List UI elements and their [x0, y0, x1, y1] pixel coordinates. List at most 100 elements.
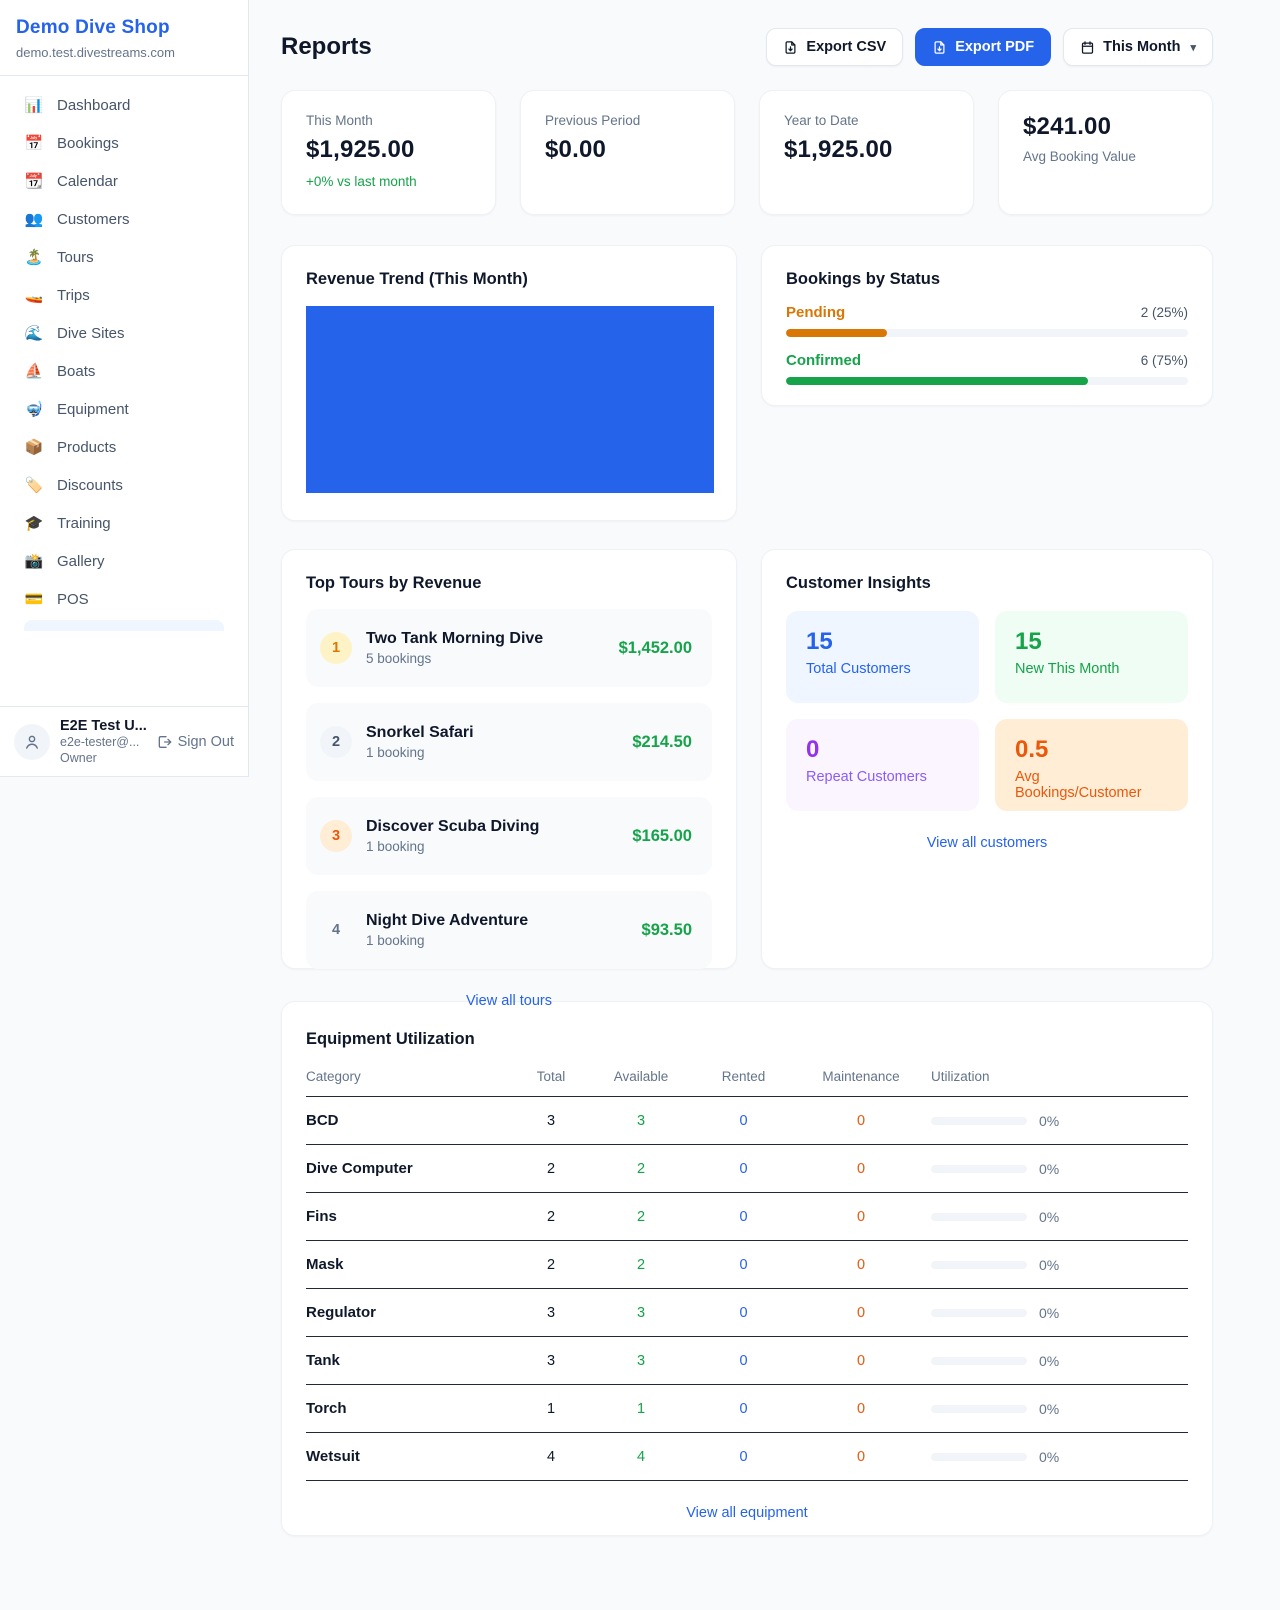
status-count: 2 (25%) — [1140, 305, 1188, 320]
equipment-available: 3 — [636, 1112, 646, 1129]
sidebar-item-boats[interactable]: ⛵ Boats — [12, 352, 236, 390]
sidebar-user-area: E2E Test U... e2e-tester@... Owner Sign … — [0, 706, 248, 776]
utilization-percent: 0% — [1039, 1160, 1060, 1177]
equipment-utilization-cell: 0% — [931, 1209, 1188, 1225]
tour-bookings: 1 booking — [366, 839, 425, 854]
equipment-utilization-cell: 0% — [931, 1113, 1188, 1129]
tour-bookings: 1 booking — [366, 933, 425, 948]
rank-badge: 4 — [331, 922, 341, 938]
equipment-available: 2 — [636, 1256, 646, 1273]
equipment-maintenance: 0 — [856, 1304, 866, 1321]
equipment-rented: 0 — [739, 1256, 748, 1273]
tour-bookings: 5 bookings — [366, 651, 432, 666]
view-all-customers-link[interactable]: View all customers — [926, 835, 1048, 851]
revenue-trend-card: Revenue Trend (This Month) — [281, 245, 737, 521]
equipment-available: 2 — [636, 1208, 646, 1225]
table-row: Mask 2 2 0 0 0% — [306, 1241, 1188, 1289]
bookings-icon: 📅 — [24, 135, 44, 152]
tile-total-customers: 15 Total Customers — [786, 611, 979, 703]
sidebar-item-dashboard[interactable]: 📊 Dashboard — [12, 86, 236, 124]
sidebar-item-discounts[interactable]: 🏷️ Discounts — [12, 466, 236, 504]
file-download-icon — [783, 40, 798, 55]
export-pdf-button[interactable]: Export PDF — [915, 28, 1052, 66]
tour-row: 4 Night Dive Adventure 1 booking $93.50 — [306, 891, 712, 969]
column-header-rented: Rented — [721, 1069, 766, 1084]
equipment-rented: 0 — [739, 1208, 748, 1225]
table-row: Regulator 3 3 0 0 0% — [306, 1289, 1188, 1337]
revenue-trend-chart — [306, 306, 714, 493]
tour-name: Night Dive Adventure — [366, 912, 529, 929]
products-icon: 📦 — [24, 439, 44, 456]
dive-sites-icon: 🌊 — [24, 325, 44, 342]
sidebar-item-gallery[interactable]: 📸 Gallery — [12, 542, 236, 580]
sidebar-item-dive-sites[interactable]: 🌊 Dive Sites — [12, 314, 236, 352]
sidebar-active-item-partial[interactable] — [24, 620, 224, 631]
status-row-pending: Pending 2 (25%) — [786, 304, 1188, 337]
progress-fill-pending — [786, 329, 887, 337]
rank-badge: 2 — [320, 726, 352, 758]
view-all-equipment-link[interactable]: View all equipment — [686, 1505, 808, 1521]
column-header-total: Total — [536, 1069, 566, 1084]
table-row: Dive Computer 2 2 0 0 0% — [306, 1145, 1188, 1193]
sign-out-button[interactable]: Sign Out — [156, 734, 234, 750]
equipment-available: 4 — [636, 1448, 646, 1465]
pos-icon: 💳 — [24, 591, 44, 608]
tours-icon: 🏝️ — [24, 249, 44, 266]
sign-out-icon — [156, 734, 172, 750]
utilization-bar — [931, 1260, 1027, 1269]
sidebar-item-customers[interactable]: 👥 Customers — [12, 200, 236, 238]
equipment-maintenance: 0 — [856, 1112, 866, 1129]
utilization-percent: 0% — [1039, 1400, 1060, 1417]
charts-row: Revenue Trend (This Month) Bookings by S… — [281, 245, 1213, 521]
trips-icon: 🚤 — [24, 287, 44, 304]
equipment-category: Torch — [306, 1400, 347, 1417]
tour-row: 1 Two Tank Morning Dive 5 bookings $1,45… — [306, 609, 712, 687]
table-row: Torch 1 1 0 0 0% — [306, 1385, 1188, 1433]
tile-label: New This Month — [1015, 661, 1120, 677]
user-icon — [23, 733, 41, 751]
equipment-maintenance: 0 — [856, 1256, 866, 1273]
equipment-icon: 🤿 — [24, 401, 44, 418]
equipment-total: 2 — [546, 1208, 556, 1225]
equipment-maintenance: 0 — [856, 1352, 866, 1369]
sidebar-item-bookings[interactable]: 📅 Bookings — [12, 124, 236, 162]
sidebar-item-pos[interactable]: 💳 POS — [12, 580, 236, 618]
utilization-bar — [931, 1452, 1027, 1461]
progress-track — [786, 329, 1188, 337]
utilization-percent: 0% — [1039, 1304, 1060, 1321]
table-row: Fins 2 2 0 0 0% — [306, 1193, 1188, 1241]
equipment-maintenance: 0 — [856, 1160, 866, 1177]
bookings-by-status-card: Bookings by Status Pending 2 (25%) Confi… — [761, 245, 1213, 406]
equipment-available: 1 — [636, 1400, 646, 1417]
sidebar-item-training[interactable]: 🎓 Training — [12, 504, 236, 542]
sidebar-item-label: POS — [57, 590, 89, 608]
sidebar-item-equipment[interactable]: 🤿 Equipment — [12, 390, 236, 428]
training-icon: 🎓 — [24, 515, 44, 532]
utilization-bar — [931, 1164, 1027, 1173]
export-csv-button[interactable]: Export CSV — [766, 28, 904, 66]
equipment-total: 2 — [546, 1160, 556, 1177]
tile-value: 15 — [1015, 628, 1042, 655]
table-row: BCD 3 3 0 0 0% — [306, 1097, 1188, 1145]
view-all-tours-link[interactable]: View all tours — [466, 993, 552, 1009]
sidebar-item-trips[interactable]: 🚤 Trips — [12, 276, 236, 314]
equipment-utilization-cell: 0% — [931, 1305, 1188, 1321]
equipment-category: Tank — [306, 1352, 340, 1369]
file-download-icon — [932, 40, 947, 55]
equipment-maintenance: 0 — [856, 1208, 866, 1225]
period-dropdown[interactable]: This Month ▾ — [1063, 28, 1213, 66]
equipment-available: 2 — [636, 1160, 646, 1177]
equipment-utilization-card: Equipment Utilization Category Total Ava… — [281, 1001, 1213, 1536]
status-row-confirmed: Confirmed 6 (75%) — [786, 352, 1188, 385]
sidebar-item-calendar[interactable]: 📆 Calendar — [12, 162, 236, 200]
shop-subdomain: demo.test.divestreams.com — [16, 45, 175, 60]
equipment-total: 2 — [546, 1256, 556, 1273]
equipment-total: 1 — [546, 1400, 556, 1417]
sidebar-item-label: Training — [57, 514, 111, 532]
tour-row: 3 Discover Scuba Diving 1 booking $165.0… — [306, 797, 712, 875]
calendar-icon: 📆 — [24, 173, 44, 190]
sidebar-item-tours[interactable]: 🏝️ Tours — [12, 238, 236, 276]
equipment-total: 3 — [546, 1304, 556, 1321]
equipment-table-header: Category Total Available Rented Maintena… — [306, 1069, 1188, 1097]
sidebar-item-products[interactable]: 📦 Products — [12, 428, 236, 466]
